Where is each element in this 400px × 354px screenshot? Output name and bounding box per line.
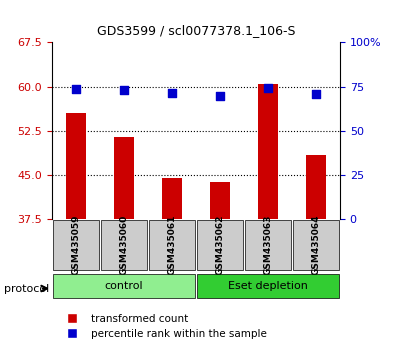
Text: GSM435062: GSM435062 [216,215,224,275]
FancyBboxPatch shape [149,220,195,270]
Point [169,90,175,96]
Text: GSM435063: GSM435063 [264,215,272,275]
Point [217,93,223,98]
Bar [162,178,182,219]
Bar [210,182,230,219]
Text: control: control [105,281,143,291]
Text: GSM435059: GSM435059 [72,215,80,275]
Text: Eset depletion: Eset depletion [228,281,308,291]
Point [313,91,319,97]
FancyBboxPatch shape [53,274,195,298]
Title: GDS3599 / scl0077378.1_106-S: GDS3599 / scl0077378.1_106-S [97,24,295,37]
FancyBboxPatch shape [293,220,339,270]
Legend: transformed count, percentile rank within the sample: transformed count, percentile rank withi… [57,310,270,343]
Bar [306,155,326,219]
Bar [66,113,86,219]
Text: GSM435064: GSM435064 [312,215,320,275]
FancyBboxPatch shape [53,220,99,270]
FancyBboxPatch shape [197,220,243,270]
Point [121,87,127,93]
Point [265,85,271,91]
Text: protocol: protocol [4,284,49,293]
Text: GSM435060: GSM435060 [120,215,128,275]
Text: GSM435061: GSM435061 [168,215,176,275]
FancyBboxPatch shape [101,220,147,270]
Bar [114,137,134,219]
FancyBboxPatch shape [245,220,291,270]
FancyBboxPatch shape [197,274,339,298]
Bar [258,84,278,219]
Point [73,86,79,92]
